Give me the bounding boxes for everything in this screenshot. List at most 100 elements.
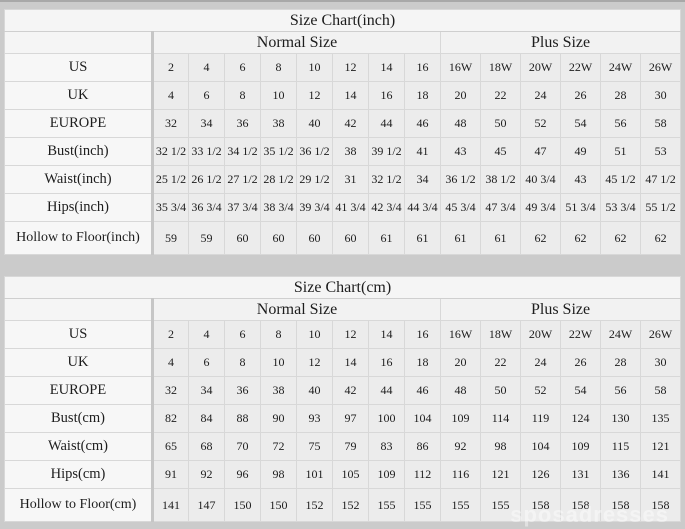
size-value-cell: 90 bbox=[260, 404, 297, 433]
size-value-cell: 25 1/2 bbox=[152, 165, 189, 194]
plus-size-header: Plus Size bbox=[439, 298, 682, 321]
size-value-cell: 24W bbox=[600, 320, 641, 349]
size-value-cell: 29 1/2 bbox=[296, 165, 333, 194]
size-value-cell: 14 bbox=[332, 81, 369, 110]
size-value-cell: 44 bbox=[368, 376, 405, 405]
size-value-cell: 42 bbox=[332, 376, 369, 405]
row-label: EUROPE bbox=[4, 376, 154, 405]
size-value-cell: 34 bbox=[188, 376, 225, 405]
size-value-cell: 105 bbox=[332, 460, 369, 489]
size-value-cell: 26W bbox=[639, 320, 682, 349]
size-value-cell: 28 bbox=[600, 348, 641, 377]
size-value-cell: 40 3/4 bbox=[520, 165, 561, 194]
size-value-cell: 60 bbox=[260, 221, 297, 255]
size-value-cell: 84 bbox=[188, 404, 225, 433]
size-value-cell: 16 bbox=[404, 53, 441, 82]
row-label: US bbox=[4, 53, 154, 82]
size-value-cell: 62 bbox=[560, 221, 601, 255]
size-value-cell: 44 3/4 bbox=[404, 193, 441, 222]
size-value-cell: 4 bbox=[152, 81, 189, 110]
row-label: UK bbox=[4, 81, 154, 110]
row-label: Bust(cm) bbox=[4, 404, 154, 433]
size-value-cell: 92 bbox=[188, 460, 225, 489]
size-value-cell: 61 bbox=[404, 221, 441, 255]
table-title: Size Chart(cm) bbox=[3, 276, 682, 299]
table-row: EUROPE 32 34 36 38 40 42 44 46 48 50 52 54 56 58 bbox=[4, 376, 682, 405]
size-value-cell: 101 bbox=[296, 460, 333, 489]
size-value-cell: 38 bbox=[332, 137, 369, 166]
size-value-cell: 45 bbox=[480, 137, 521, 166]
size-value-cell: 79 bbox=[332, 432, 369, 461]
size-value-cell: 18 bbox=[404, 348, 441, 377]
size-value-cell: 98 bbox=[260, 460, 297, 489]
size-value-cell: 58 bbox=[639, 109, 682, 138]
size-value-cell: 36 1/2 bbox=[296, 137, 333, 166]
size-value-cell: 152 bbox=[296, 488, 333, 522]
size-value-cell: 22W bbox=[560, 320, 601, 349]
size-value-cell: 158 bbox=[520, 488, 561, 522]
size-value-cell: 37 3/4 bbox=[224, 193, 261, 222]
size-value-cell: 55 1/2 bbox=[639, 193, 682, 222]
table-row: Waist(inch) 25 1/2 26 1/2 27 1/2 28 1/2 29 1/… bbox=[4, 165, 682, 194]
size-value-cell: 32 1/2 bbox=[152, 137, 189, 166]
size-value-cell: 36 1/2 bbox=[440, 165, 481, 194]
size-value-cell: 35 3/4 bbox=[152, 193, 189, 222]
size-value-cell: 4 bbox=[188, 53, 225, 82]
size-value-cell: 98 bbox=[480, 432, 521, 461]
size-value-cell: 82 bbox=[152, 404, 189, 433]
row-label: Waist(inch) bbox=[4, 165, 154, 194]
table-row: EUROPE 32 34 36 38 40 42 44 46 48 50 52 54 56 58 bbox=[4, 109, 682, 138]
group-header-row: Normal Size Plus Size bbox=[4, 298, 682, 321]
size-value-cell: 38 3/4 bbox=[260, 193, 297, 222]
row-label: Hips(inch) bbox=[4, 193, 154, 222]
size-value-cell: 48 bbox=[440, 376, 481, 405]
table-row: Hollow to Floor(inch) 59 59 60 60 60 60 61 61 61 6… bbox=[4, 221, 682, 255]
table-title: Size Chart(inch) bbox=[3, 9, 682, 32]
size-value-cell: 6 bbox=[224, 53, 261, 82]
size-value-cell: 8 bbox=[260, 320, 297, 349]
table-row: Hollow to Floor(cm) 141 147 150 150 152 152 155… bbox=[4, 488, 682, 522]
size-value-cell: 136 bbox=[600, 460, 641, 489]
size-value-cell: 50 bbox=[480, 109, 521, 138]
size-value-cell: 121 bbox=[480, 460, 521, 489]
size-value-cell: 26W bbox=[639, 53, 682, 82]
size-value-cell: 12 bbox=[296, 348, 333, 377]
size-value-cell: 121 bbox=[639, 432, 682, 461]
size-value-cell: 8 bbox=[224, 81, 261, 110]
size-value-cell: 20 bbox=[440, 81, 481, 110]
size-value-cell: 22 bbox=[480, 348, 521, 377]
size-value-cell: 10 bbox=[296, 53, 333, 82]
size-value-cell: 52 bbox=[520, 109, 561, 138]
size-value-cell: 28 bbox=[600, 81, 641, 110]
size-value-cell: 53 bbox=[639, 137, 682, 166]
size-value-cell: 46 bbox=[404, 109, 441, 138]
size-value-cell: 124 bbox=[560, 404, 601, 433]
size-value-cell: 56 bbox=[600, 376, 641, 405]
size-value-cell: 6 bbox=[188, 81, 225, 110]
size-value-cell: 65 bbox=[152, 432, 189, 461]
size-value-cell: 38 bbox=[260, 109, 297, 138]
table-row: Waist(cm) 65 68 70 72 75 79 83 86 92 98 104 109 115 12… bbox=[4, 432, 682, 461]
size-value-cell: 12 bbox=[332, 320, 369, 349]
size-value-cell: 147 bbox=[188, 488, 225, 522]
size-value-cell: 38 1/2 bbox=[480, 165, 521, 194]
size-value-cell: 150 bbox=[224, 488, 261, 522]
size-value-cell: 36 bbox=[224, 376, 261, 405]
size-value-cell: 32 1/2 bbox=[368, 165, 405, 194]
size-value-cell: 30 bbox=[639, 81, 682, 110]
size-value-cell: 109 bbox=[560, 432, 601, 461]
table-row: Hips(inch) 35 3/4 36 3/4 37 3/4 38 3/4 39 3/4… bbox=[4, 193, 682, 222]
size-value-cell: 8 bbox=[224, 348, 261, 377]
size-value-cell: 27 1/2 bbox=[224, 165, 261, 194]
size-value-cell: 26 1/2 bbox=[188, 165, 225, 194]
size-value-cell: 54 bbox=[560, 376, 601, 405]
size-value-cell: 47 1/2 bbox=[639, 165, 682, 194]
size-value-cell: 72 bbox=[260, 432, 297, 461]
size-value-cell: 131 bbox=[560, 460, 601, 489]
size-value-cell: 59 bbox=[188, 221, 225, 255]
table-row: US 2 4 6 8 10 12 14 16 16W 18W 20W 22W 24W 26W bbox=[4, 53, 682, 82]
size-value-cell: 4 bbox=[152, 348, 189, 377]
size-value-cell: 41 3/4 bbox=[332, 193, 369, 222]
size-value-cell: 75 bbox=[296, 432, 333, 461]
size-value-cell: 18W bbox=[480, 53, 521, 82]
